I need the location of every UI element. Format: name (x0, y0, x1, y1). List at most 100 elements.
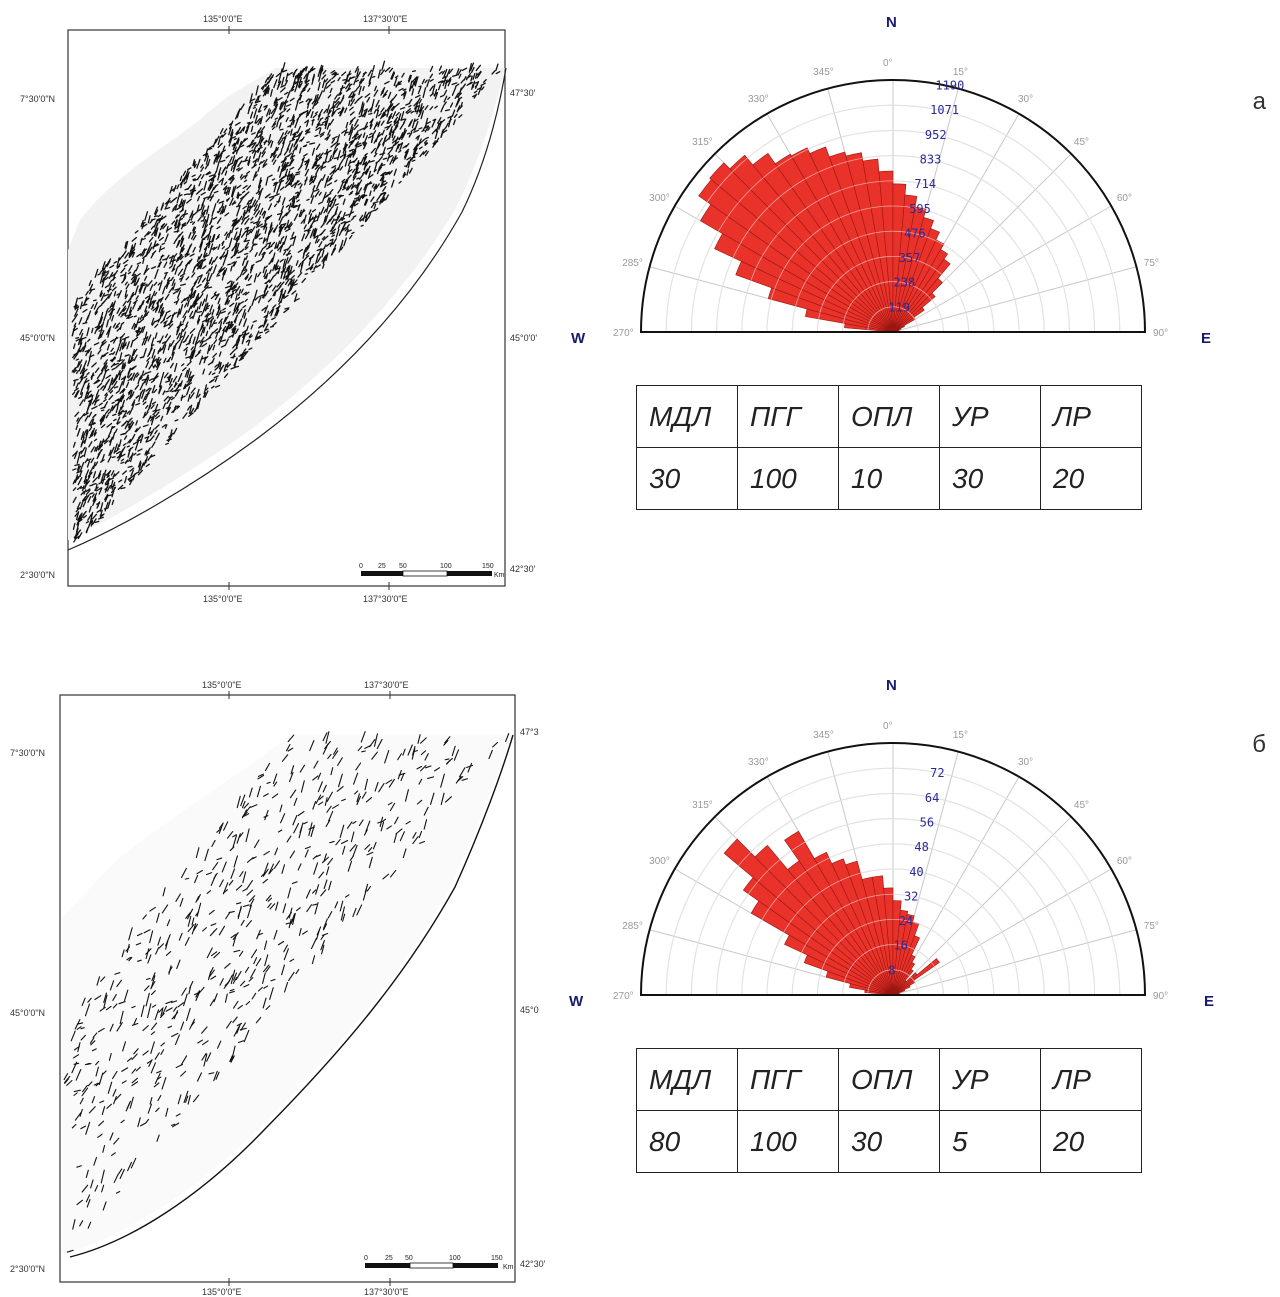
lineament (165, 390, 170, 393)
lineament (156, 358, 162, 365)
lineament (265, 176, 269, 186)
lineament (150, 337, 155, 346)
lineament (370, 147, 376, 154)
lineament (286, 108, 291, 113)
lineament (97, 1133, 103, 1139)
lineament (85, 430, 89, 439)
lineament (123, 364, 127, 370)
lineament (342, 198, 346, 205)
lineament (176, 405, 181, 410)
lineament (285, 103, 292, 107)
lineament (446, 759, 451, 765)
lineament (185, 349, 188, 356)
lineament (262, 964, 270, 973)
ring-label: 72 (930, 766, 944, 780)
lineament (189, 210, 194, 219)
lineament (83, 412, 89, 417)
lineament (135, 295, 139, 300)
lineament (438, 121, 443, 130)
lineament (139, 284, 144, 294)
lineament (232, 977, 238, 984)
lineament (244, 273, 250, 280)
lineament (88, 279, 92, 287)
lineament (129, 467, 135, 472)
lineament (244, 241, 250, 249)
lineament (87, 458, 92, 462)
lineament (285, 228, 291, 233)
lineament (278, 224, 283, 229)
lineament (296, 907, 301, 912)
lineament (180, 179, 184, 189)
lineament (155, 218, 160, 222)
lineament (83, 476, 88, 483)
lineament (173, 300, 178, 304)
lineament (322, 254, 327, 264)
lineament (183, 1090, 189, 1104)
lineament (356, 68, 360, 78)
lineament (76, 464, 80, 471)
lineament (317, 67, 322, 78)
lineament (318, 127, 322, 135)
lineament (99, 290, 103, 297)
lineament (174, 219, 178, 230)
lineament (163, 261, 168, 269)
lineament (132, 274, 137, 283)
lineament (268, 284, 273, 289)
lineament (154, 411, 160, 418)
lineament (133, 374, 137, 381)
lineament (128, 927, 133, 941)
lineament (181, 200, 185, 206)
lineament (166, 438, 172, 441)
lineament (465, 72, 472, 81)
lineament (318, 871, 325, 879)
lineament (115, 322, 121, 327)
lineament (88, 505, 92, 513)
lineament (304, 178, 308, 182)
lineament (145, 404, 149, 409)
lineament (93, 446, 97, 452)
lineament (187, 305, 192, 314)
lineament (135, 1066, 141, 1072)
lineament (130, 372, 135, 381)
lineament (281, 241, 284, 248)
lineament (321, 236, 326, 240)
lineament (276, 212, 282, 216)
lineament (101, 409, 105, 412)
lineament (339, 182, 344, 190)
lineament (151, 441, 156, 448)
lineament (133, 323, 137, 330)
lineament (163, 357, 167, 364)
lineament (294, 100, 299, 111)
lineament (361, 791, 367, 799)
lineament (151, 320, 156, 326)
lineament (142, 348, 147, 358)
lineament (423, 819, 428, 830)
lineament (273, 860, 281, 869)
lineament (402, 129, 407, 139)
lineament (205, 330, 209, 337)
lineament (153, 281, 158, 286)
lineament (198, 208, 202, 211)
lineament (243, 348, 247, 352)
lineament (304, 846, 311, 850)
lineament (133, 1017, 138, 1026)
lineament (129, 293, 135, 300)
lineament (331, 138, 336, 144)
lineament (162, 887, 166, 897)
lineament (495, 71, 501, 75)
lineament (413, 100, 419, 107)
lineament (213, 375, 219, 379)
lineament (145, 450, 150, 456)
lineament (116, 257, 120, 268)
lineament (135, 277, 140, 286)
lineament (350, 76, 355, 80)
lineament (222, 145, 226, 151)
lineament (306, 198, 310, 201)
lineament (272, 274, 277, 278)
ring-label: 32 (904, 889, 918, 903)
lineament (174, 288, 181, 291)
lineament (212, 170, 217, 180)
lineament (451, 86, 457, 96)
lineament (287, 278, 293, 287)
lineament (291, 231, 295, 237)
